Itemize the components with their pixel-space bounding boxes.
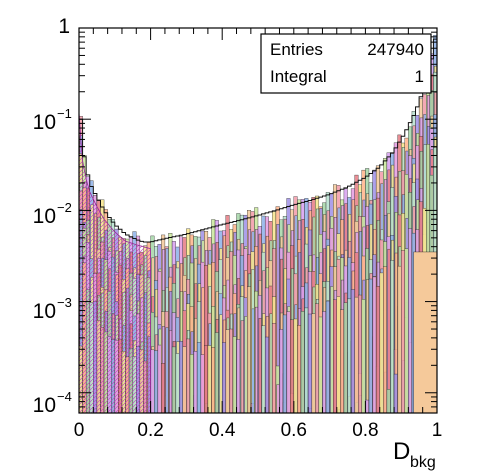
histogram-bar bbox=[394, 374, 398, 413]
histogram-bar bbox=[287, 312, 291, 413]
histogram-bar bbox=[226, 330, 230, 413]
histogram-bar bbox=[380, 273, 384, 413]
orange-tail-bar bbox=[414, 252, 437, 413]
histogram-bar bbox=[279, 329, 283, 413]
histogram-bar bbox=[301, 311, 305, 413]
histogram-bar bbox=[259, 318, 262, 413]
histogram-bar bbox=[312, 314, 316, 413]
histogram-bar bbox=[169, 330, 172, 413]
histogram-bar bbox=[245, 316, 248, 413]
histogram-bar bbox=[362, 299, 366, 413]
pink-hatched-series bbox=[79, 112, 151, 413]
histogram-bar bbox=[331, 287, 334, 414]
histogram-bar bbox=[369, 279, 373, 413]
histogram-bar bbox=[297, 325, 301, 413]
histogram-bar bbox=[358, 295, 362, 413]
histogram-bar bbox=[183, 347, 187, 413]
histogram-bar bbox=[247, 287, 251, 413]
histogram-bar bbox=[344, 303, 348, 413]
histogram-bar bbox=[373, 277, 377, 413]
histogram-bar bbox=[272, 323, 276, 413]
histogram-bar bbox=[186, 339, 190, 413]
histogram-bar bbox=[265, 337, 269, 413]
histogram-bar bbox=[333, 300, 337, 413]
histogram-bar bbox=[222, 342, 226, 413]
histogram-bar bbox=[348, 299, 352, 413]
histogram-bar bbox=[408, 228, 412, 413]
histogram-bar bbox=[383, 267, 387, 413]
histogram-bar bbox=[322, 311, 326, 413]
histogram-bar bbox=[215, 333, 219, 413]
y-tick-label-2-exp: −2 bbox=[57, 200, 72, 215]
histogram-bar bbox=[154, 351, 158, 413]
histogram-bar bbox=[233, 337, 237, 413]
y-tick-label-2: 10 bbox=[33, 205, 56, 228]
histogram-bar bbox=[315, 304, 319, 413]
histogram-bar bbox=[351, 289, 355, 413]
histogram-bar bbox=[366, 280, 369, 413]
stats-entries-value: 247940 bbox=[367, 40, 424, 59]
x-tick-label-1: 0.2 bbox=[137, 420, 163, 441]
histogram-bar bbox=[204, 345, 208, 413]
histogram-bar bbox=[237, 339, 241, 413]
histogram-bar bbox=[270, 314, 273, 413]
x-axis-label-subscript: bkg bbox=[410, 454, 436, 471]
histogram-bar bbox=[211, 347, 215, 413]
y-tick-label-3: 10 bbox=[33, 300, 56, 323]
histogram-bar bbox=[294, 319, 298, 413]
histogram-bar bbox=[326, 301, 330, 413]
histogram-bar bbox=[201, 355, 205, 413]
x-axis-label: D bbox=[393, 438, 410, 465]
histogram-bar bbox=[255, 307, 258, 413]
histogram-bar bbox=[340, 310, 344, 413]
histogram-bar bbox=[387, 389, 391, 413]
histogram-bar bbox=[401, 250, 405, 413]
histogram-bar bbox=[290, 320, 294, 413]
x-tick-label-5: 1 bbox=[432, 420, 443, 441]
histogram-bar bbox=[158, 345, 162, 413]
x-tick-label-3: 0.6 bbox=[281, 420, 307, 441]
histogram-bar bbox=[390, 260, 394, 413]
histogram-bar bbox=[151, 350, 155, 413]
stats-entries-label: Entries bbox=[270, 40, 323, 59]
histogram-bar bbox=[305, 308, 309, 413]
histogram-bar bbox=[388, 249, 391, 413]
stats-integral-value: 1 bbox=[415, 67, 424, 86]
histogram-bar bbox=[176, 353, 180, 413]
y-tick-label-0: 1 bbox=[58, 15, 70, 38]
histogram-bar bbox=[220, 315, 223, 413]
y-tick-label-3-exp: −3 bbox=[57, 295, 72, 310]
x-tick-label-0: 0 bbox=[74, 420, 85, 441]
histogram-bar bbox=[398, 266, 402, 413]
histogram-bar bbox=[172, 347, 176, 413]
stats-box: Entries 247940 Integral 1 bbox=[261, 34, 431, 93]
x-tick-label-2: 0.4 bbox=[209, 420, 236, 441]
histogram-bar bbox=[179, 341, 183, 413]
histogram-bar bbox=[355, 297, 359, 413]
x-tick-label-4: 0.8 bbox=[352, 420, 378, 441]
histogram-bar bbox=[166, 328, 169, 413]
y-tick-label-1-exp: −1 bbox=[57, 106, 72, 121]
y-tick-label-4: 10 bbox=[33, 394, 56, 417]
histogram-bar bbox=[376, 286, 380, 413]
histogram-bar bbox=[194, 351, 198, 413]
stats-integral-label: Integral bbox=[270, 67, 327, 86]
histogram-bar bbox=[337, 297, 341, 413]
y-tick-label-1: 10 bbox=[33, 111, 56, 134]
histogram-bar bbox=[197, 342, 201, 413]
histogram-bar bbox=[161, 363, 165, 413]
histogram-bar bbox=[252, 309, 255, 413]
histogram-bar bbox=[319, 317, 323, 413]
histogram-bar bbox=[308, 314, 312, 413]
histogram-bar bbox=[241, 321, 244, 413]
histogram-bar bbox=[405, 249, 409, 413]
histogram-bar bbox=[283, 315, 287, 413]
histogram-bar bbox=[262, 326, 266, 413]
histogram-bar bbox=[208, 346, 212, 414]
histogram-bar bbox=[365, 400, 369, 413]
y-tick-label-4-exp: −4 bbox=[57, 389, 72, 404]
histogram-bar bbox=[190, 354, 194, 413]
histogram-bar bbox=[229, 329, 233, 413]
